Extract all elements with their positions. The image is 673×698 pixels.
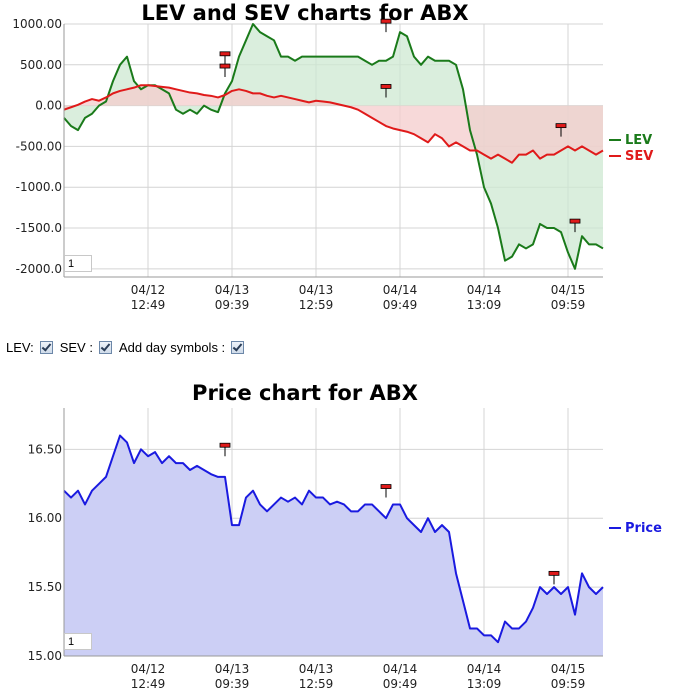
y-tick-label: -500.00: [16, 139, 62, 153]
x-tick-label-time: 12:59: [299, 298, 334, 312]
y-tick-label: 16.00: [28, 511, 62, 525]
day-marker: [569, 218, 581, 233]
chart-title: LEV and SEV charts for ABX: [141, 1, 468, 25]
series-line-price: [63, 434, 604, 644]
x-tick-label-date: 04/12: [131, 283, 166, 297]
price-chart-svg: Price chart for ABX 16.50 16.00 15.50 15.00 0…: [28, 381, 662, 691]
day-symbols-label: Add day symbols :: [118, 340, 226, 355]
y-tick-label: 15.50: [28, 580, 62, 594]
lev-checkbox[interactable]: [39, 341, 53, 354]
sev-checkbox[interactable]: [98, 341, 112, 354]
day-symbols-checkbox[interactable]: [231, 341, 245, 354]
x-tick-label-date: 04/13: [215, 283, 250, 297]
series-toggle-controls: LEV: SEV : Add day symbols :: [6, 340, 247, 355]
lev-sev-zoom-input[interactable]: 1: [64, 255, 92, 272]
y-tick-label: 16.50: [28, 442, 62, 456]
sev-toggle-label: SEV :: [59, 340, 93, 355]
x-tick-label-time: 13:09: [467, 298, 502, 312]
legend-item-lev: LEV: [609, 133, 652, 148]
x-tick-label-date: 04/14: [467, 283, 502, 297]
lev-toggle-label: LEV:: [6, 340, 34, 355]
x-tick-label-time: 12:49: [131, 677, 166, 691]
legend-item-sev: SEV: [609, 149, 653, 164]
x-tick-label-date: 04/14: [383, 283, 418, 297]
day-marker: [380, 84, 392, 98]
x-tick-label-time: 09:59: [551, 298, 586, 312]
x-tick-label-date: 04/13: [299, 283, 334, 297]
y-tick-label: -1000.0: [16, 180, 62, 194]
day-marker: [219, 442, 231, 457]
series-line-sev: [63, 84, 604, 164]
price-zoom-input[interactable]: 1: [64, 633, 92, 650]
y-tick-label: -1500.0: [16, 221, 62, 235]
lev-sev-chart: LEV and SEV charts for ABX 1000.00 500.00 0…: [0, 0, 673, 330]
day-marker: [555, 123, 567, 137]
x-tick-label-date: 04/12: [131, 662, 166, 676]
legend-item-price: Price: [609, 521, 662, 536]
x-tick-label-date: 04/13: [215, 662, 250, 676]
svg-text:SEV: SEV: [625, 149, 653, 164]
series-area-price: [64, 435, 603, 656]
y-tick-label: 500.00: [20, 58, 62, 72]
price-chart: Price chart for ABX 16.50 16.00 15.50 15.00 0…: [0, 372, 673, 698]
x-tick-label-time: 13:09: [467, 677, 502, 691]
chart-title: Price chart for ABX: [192, 381, 418, 405]
x-tick-label-date: 04/13: [299, 662, 334, 676]
lev-sev-chart-svg: LEV and SEV charts for ABX 1000.00 500.00 0…: [12, 1, 653, 312]
y-tick-label: 15.00: [28, 649, 62, 663]
y-tick-label: 1000.00: [12, 17, 62, 31]
x-tick-label-time: 12:49: [131, 298, 166, 312]
day-marker: [380, 484, 392, 498]
svg-text:Price: Price: [625, 521, 662, 536]
day-marker: [219, 51, 231, 65]
day-marker: [380, 18, 392, 33]
series-area-sev: [64, 85, 603, 163]
x-tick-label-time: 09:49: [383, 677, 418, 691]
x-tick-label-time: 09:39: [215, 298, 250, 312]
svg-text:LEV: LEV: [625, 133, 652, 148]
x-tick-label-date: 04/14: [467, 662, 502, 676]
x-tick-label-time: 09:49: [383, 298, 418, 312]
x-tick-label-date: 04/14: [383, 662, 418, 676]
x-tick-label-date: 04/15: [551, 662, 586, 676]
x-tick-label-time: 12:59: [299, 677, 334, 691]
x-tick-label-time: 09:39: [215, 677, 250, 691]
y-tick-label: 0.00: [35, 99, 62, 113]
day-marker: [548, 570, 560, 585]
x-tick-label-date: 04/15: [551, 283, 586, 297]
x-tick-label-time: 09:59: [551, 677, 586, 691]
day-marker: [219, 63, 231, 78]
y-tick-label: -2000.0: [16, 262, 62, 276]
